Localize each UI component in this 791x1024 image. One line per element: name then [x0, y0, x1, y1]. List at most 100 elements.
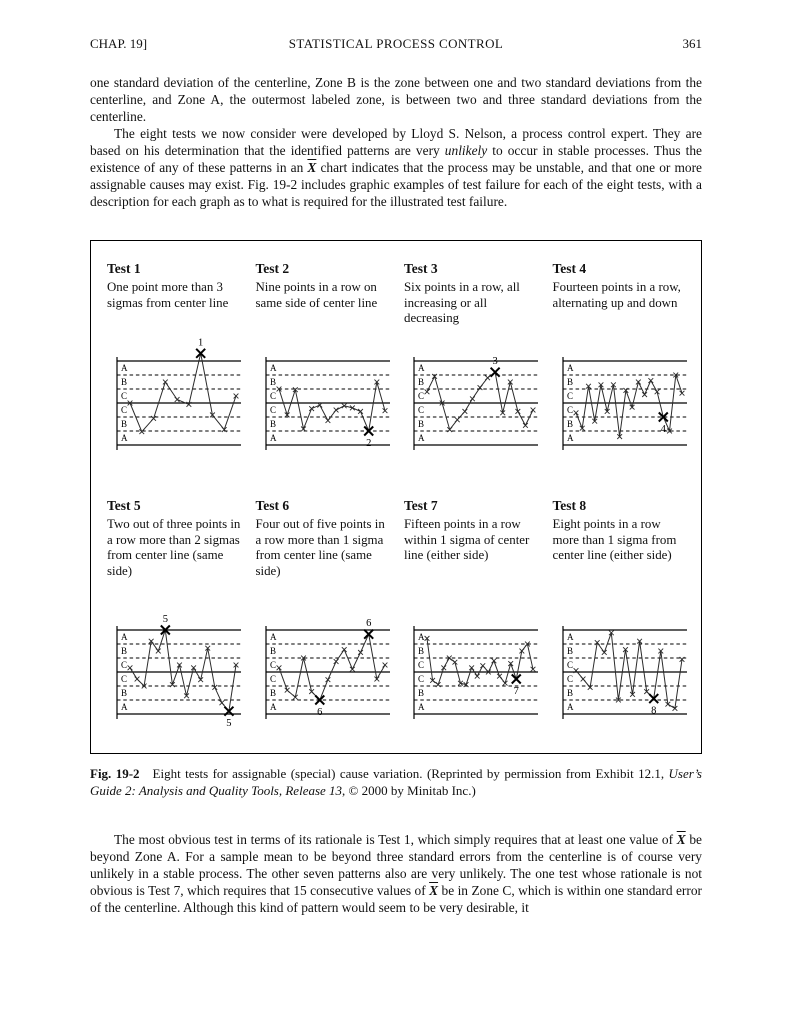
svg-text:C: C [567, 660, 573, 670]
svg-text:A: A [418, 433, 425, 443]
svg-text:B: B [418, 419, 424, 429]
test-panel-grid: Test 1 One point more than 3 sigmas from… [107, 261, 687, 733]
svg-text:C: C [121, 674, 127, 684]
svg-text:C: C [418, 674, 424, 684]
test-6-description: Four out of five points in a row more th… [255, 517, 385, 578]
header-page-number: 361 [682, 36, 703, 51]
svg-text:B: B [567, 646, 573, 656]
svg-text:C: C [270, 391, 276, 401]
test-5-title: Test 5 [107, 498, 141, 513]
test-3-description: Six points in a row, all increasing or a… [404, 280, 520, 326]
svg-text:C: C [418, 391, 424, 401]
header-chapter: CHAP. 19] [90, 36, 148, 51]
header-title: STATISTICAL PROCESS CONTROL [288, 36, 504, 51]
svg-text:4: 4 [660, 424, 666, 435]
test-8-title: Test 8 [552, 498, 587, 513]
svg-text:C: C [418, 405, 424, 415]
test-6-panel: Test 6 Four out of five points in a row … [256, 498, 390, 733]
svg-text:B: B [270, 646, 276, 656]
test-2-panel: Test 2 Nine points in a row on same side… [256, 261, 390, 464]
svg-text:C: C [121, 405, 127, 415]
test-3-panel: Test 3 Six points in a row, all increasi… [404, 261, 538, 464]
test-1-panel: Test 1 One point more than 3 sigmas from… [107, 261, 241, 464]
svg-text:A: A [270, 702, 277, 712]
svg-text:C: C [121, 660, 127, 670]
svg-text:2: 2 [366, 438, 371, 449]
svg-text:C: C [121, 391, 127, 401]
svg-text:A: A [567, 363, 574, 373]
svg-text:A: A [270, 632, 277, 642]
test-4-title: Test 4 [552, 261, 587, 276]
svg-text:C: C [270, 674, 276, 684]
svg-text:B: B [418, 377, 424, 387]
paragraph-rationale: The most obvious test in terms of its ra… [90, 832, 702, 915]
svg-text:B: B [121, 377, 127, 387]
svg-text:8: 8 [651, 706, 656, 717]
paragraph-zones: one standard deviation of the centerline… [90, 75, 702, 124]
svg-text:A: A [418, 363, 425, 373]
svg-text:C: C [418, 660, 424, 670]
test-5-panel: Test 5 Two out of three points in a row … [107, 498, 241, 733]
svg-text:6: 6 [366, 618, 371, 629]
svg-text:A: A [121, 363, 128, 373]
svg-text:B: B [567, 419, 573, 429]
test-8-panel: Test 8 Eight points in a row more than 1… [553, 498, 687, 733]
svg-text:B: B [418, 688, 424, 698]
figure-caption: Fig. 19-2 Eight tests for assignable (sp… [90, 766, 702, 798]
svg-text:1: 1 [198, 337, 203, 348]
svg-text:B: B [121, 688, 127, 698]
test-8-description: Eight points in a row more than 1 sigma … [552, 517, 677, 563]
test-2-description: Nine points in a row on same side of cen… [255, 280, 378, 310]
svg-text:A: A [121, 632, 128, 642]
svg-text:C: C [567, 405, 573, 415]
svg-text:A: A [418, 632, 425, 642]
svg-text:A: A [418, 702, 425, 712]
test-6-title: Test 6 [255, 498, 290, 513]
test-7-title: Test 7 [404, 498, 438, 513]
test-1-title: Test 1 [107, 261, 141, 276]
svg-text:B: B [270, 377, 276, 387]
test-1-description: One point more than 3 sigmas from center… [107, 280, 229, 310]
svg-text:A: A [270, 363, 277, 373]
svg-text:C: C [270, 660, 276, 670]
svg-text:B: B [418, 646, 424, 656]
test-7-description: Fifteen points in a row within 1 sigma o… [404, 517, 530, 563]
svg-text:A: A [567, 632, 574, 642]
svg-text:C: C [567, 674, 573, 684]
svg-text:B: B [567, 377, 573, 387]
svg-text:B: B [567, 688, 573, 698]
test-4-panel: Test 4 Fourteen points in a row, alterna… [553, 261, 687, 464]
svg-text:B: B [121, 419, 127, 429]
test-3-title: Test 3 [404, 261, 438, 276]
svg-text:3: 3 [493, 356, 498, 367]
svg-text:A: A [567, 433, 574, 443]
svg-text:B: B [270, 688, 276, 698]
svg-text:A: A [121, 702, 128, 712]
svg-text:A: A [270, 433, 277, 443]
svg-text:A: A [567, 702, 574, 712]
svg-text:A: A [121, 433, 128, 443]
svg-text:6: 6 [317, 707, 322, 718]
test-7-panel: Test 7 Fifteen points in a row within 1 … [404, 498, 538, 733]
svg-text:B: B [270, 419, 276, 429]
test-5-description: Two out of three points in a row more th… [107, 517, 241, 578]
test-4-description: Fourteen points in a row, alternating up… [552, 280, 681, 310]
svg-text:5: 5 [163, 614, 168, 625]
svg-text:B: B [121, 646, 127, 656]
running-header: CHAP. 19] STATISTICAL PROCESS CONTROL 36… [90, 36, 702, 52]
test-2-title: Test 2 [255, 261, 290, 276]
svg-text:C: C [567, 391, 573, 401]
svg-text:5: 5 [226, 718, 231, 729]
figure-19-2: Test 1 One point more than 3 sigmas from… [90, 240, 702, 754]
svg-text:7: 7 [514, 686, 519, 697]
paragraph-eight-tests: The eight tests we now consider were dev… [90, 126, 702, 209]
svg-text:C: C [270, 405, 276, 415]
